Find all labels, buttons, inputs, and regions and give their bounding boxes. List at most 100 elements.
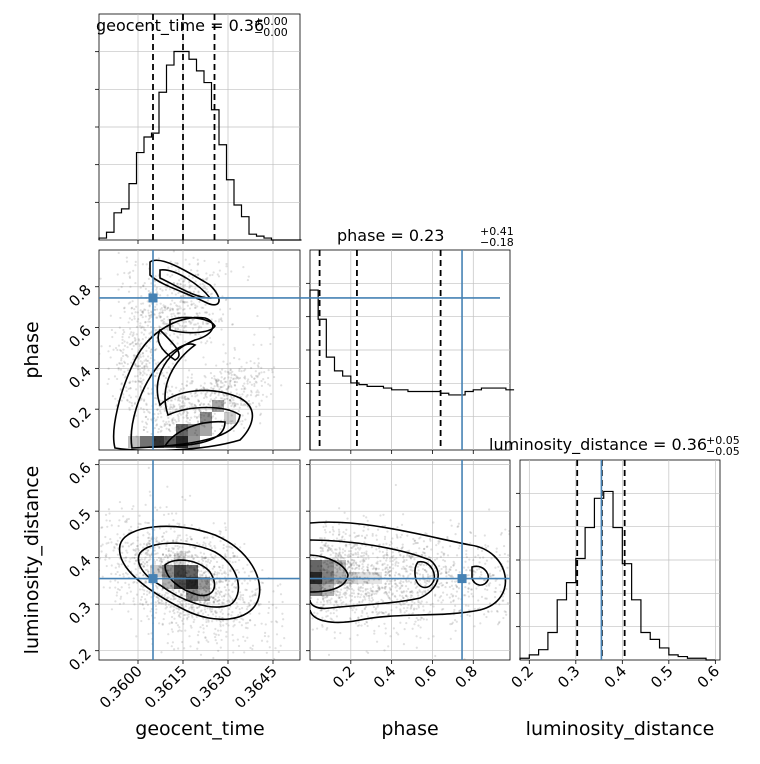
scatter-point bbox=[165, 601, 168, 604]
scatter-point bbox=[132, 542, 135, 545]
scatter-point bbox=[114, 579, 117, 582]
scatter-point bbox=[236, 403, 239, 406]
scatter-point bbox=[478, 561, 481, 564]
scatter-point bbox=[251, 570, 254, 573]
scatter-point bbox=[210, 426, 214, 429]
scatter-point bbox=[394, 483, 397, 487]
scatter-point bbox=[186, 551, 189, 554]
scatter-point bbox=[116, 570, 119, 574]
scatter-point bbox=[114, 346, 118, 350]
scatter-point bbox=[376, 562, 379, 565]
scatter-point bbox=[229, 307, 232, 310]
scatter-point bbox=[204, 363, 207, 366]
scatter-point bbox=[132, 505, 135, 508]
scatter-point bbox=[370, 564, 373, 568]
scatter-point bbox=[160, 416, 163, 419]
scatter-point bbox=[126, 551, 129, 554]
scatter-point bbox=[165, 371, 169, 374]
scatter-point bbox=[186, 376, 189, 379]
scatter-point bbox=[145, 600, 148, 603]
scatter-point bbox=[455, 590, 459, 593]
scatter-point bbox=[185, 540, 189, 543]
scatter-point bbox=[155, 608, 158, 611]
scatter-point bbox=[219, 397, 223, 400]
scatter-point bbox=[506, 602, 509, 605]
scatter-point bbox=[411, 600, 414, 603]
scatter-point bbox=[193, 598, 196, 601]
scatter-point bbox=[168, 523, 171, 526]
scatter-point bbox=[139, 314, 142, 317]
scatter-point bbox=[170, 615, 174, 619]
scatter-point bbox=[122, 533, 125, 536]
scatter-point bbox=[235, 388, 238, 391]
scatter-point bbox=[254, 592, 257, 595]
scatter-point bbox=[134, 380, 137, 383]
scatter-point bbox=[184, 539, 187, 543]
scatter-point bbox=[109, 356, 112, 359]
scatter-point bbox=[409, 607, 412, 610]
scatter-point bbox=[464, 594, 467, 597]
scatter-point bbox=[175, 420, 178, 423]
scatter-point bbox=[179, 300, 182, 303]
scatter-point bbox=[165, 427, 168, 430]
scatter-point bbox=[227, 588, 231, 592]
scatter-point bbox=[435, 585, 439, 588]
scatter-point bbox=[178, 305, 181, 308]
scatter-point bbox=[494, 590, 497, 594]
scatter-point bbox=[145, 359, 148, 362]
scatter-point bbox=[176, 282, 179, 285]
scatter-point bbox=[218, 318, 221, 321]
scatter-point bbox=[153, 313, 156, 316]
scatter-point bbox=[176, 600, 179, 603]
scatter-point bbox=[249, 570, 252, 573]
scatter-point bbox=[423, 579, 426, 582]
scatter-point bbox=[221, 385, 224, 388]
scatter-point bbox=[177, 268, 180, 271]
scatter-point bbox=[105, 542, 108, 545]
scatter-point bbox=[104, 513, 108, 516]
scatter-point bbox=[469, 569, 472, 572]
scatter-point bbox=[167, 420, 170, 423]
scatter-point bbox=[453, 562, 456, 565]
scatter-point bbox=[203, 536, 206, 539]
scatter-point bbox=[199, 384, 203, 387]
scatter-point bbox=[119, 368, 123, 371]
scatter-point bbox=[130, 318, 134, 321]
scatter-point bbox=[457, 597, 460, 600]
scatter-point bbox=[492, 574, 496, 577]
scatter-point bbox=[141, 374, 144, 377]
scatter-point bbox=[205, 586, 208, 589]
scatter-point bbox=[178, 555, 181, 558]
scatter-point bbox=[382, 612, 386, 615]
scatter-point bbox=[190, 284, 193, 288]
scatter-point bbox=[134, 414, 138, 417]
scatter-point bbox=[233, 380, 237, 383]
scatter-point bbox=[229, 605, 232, 608]
scatter-point bbox=[161, 319, 164, 322]
scatter-point bbox=[212, 596, 215, 599]
scatter-point bbox=[371, 552, 375, 555]
scatter-point bbox=[214, 639, 217, 642]
scatter-point bbox=[386, 568, 390, 571]
scatter-point bbox=[254, 395, 257, 398]
scatter-point bbox=[188, 422, 192, 425]
scatter-point bbox=[355, 561, 358, 564]
scatter-point bbox=[457, 587, 461, 590]
scatter-point bbox=[323, 536, 326, 540]
scatter-point bbox=[200, 306, 203, 309]
scatter-point bbox=[194, 304, 197, 307]
scatter-point bbox=[238, 621, 241, 624]
scatter-point bbox=[142, 370, 145, 373]
scatter-point bbox=[177, 322, 180, 325]
scatter-point bbox=[354, 622, 358, 625]
scatter-point bbox=[405, 621, 408, 625]
scatter-point bbox=[195, 434, 199, 437]
scatter-point bbox=[192, 256, 195, 259]
scatter-point bbox=[187, 320, 191, 323]
scatter-point bbox=[260, 581, 263, 584]
scatter-point bbox=[389, 574, 392, 578]
scatter-point bbox=[232, 429, 235, 433]
scatter-point bbox=[220, 572, 224, 575]
scatter-point bbox=[154, 419, 157, 422]
scatter-point bbox=[394, 571, 397, 574]
